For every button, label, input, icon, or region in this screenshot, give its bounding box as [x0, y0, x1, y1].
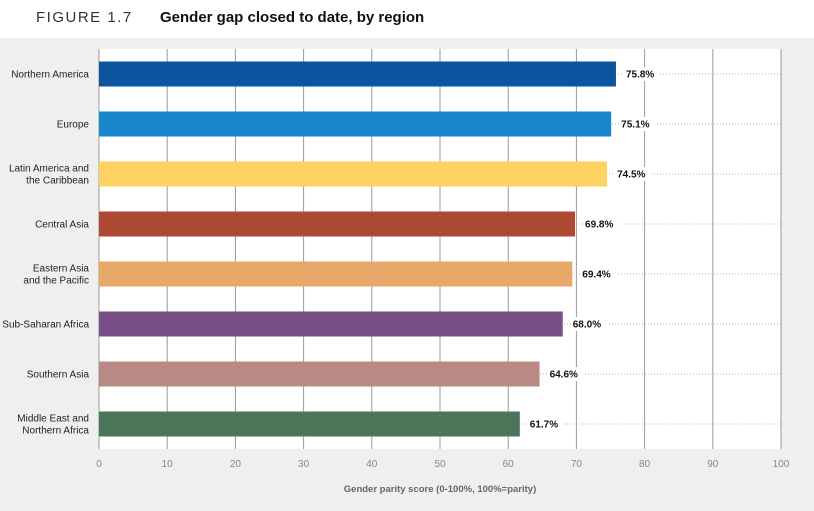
x-tick-label-7: 70 [571, 459, 583, 470]
bar-7 [99, 411, 520, 437]
value-label-bg-1 [619, 117, 656, 131]
x-tick-label-8: 80 [639, 459, 651, 470]
bar-3 [99, 211, 576, 237]
category-label-1: Europe [57, 120, 90, 131]
value-label-bg-6 [547, 367, 584, 381]
x-tick-label-2: 20 [230, 459, 242, 470]
value-label-2: 74.5% [617, 170, 645, 181]
bar-4 [99, 261, 573, 287]
figure-title: Gender gap closed to date, by region [160, 9, 425, 26]
category-label-5: Sub-Saharan Africa [2, 320, 89, 331]
value-label-bg-5 [570, 317, 607, 331]
value-label-bg-0 [623, 67, 660, 81]
figure-header: FIGURE 1.7 Gender gap closed to date, by… [0, 0, 814, 38]
bar-0 [99, 61, 616, 87]
x-tick-label-3: 30 [298, 459, 310, 470]
value-label-bg-4 [580, 267, 617, 281]
category-label-6: Southern Asia [27, 370, 90, 381]
value-label-bg-3 [583, 217, 620, 231]
bar-5 [99, 311, 563, 337]
category-label-2: Latin America and the Caribbean [9, 164, 89, 187]
category-label-0: Northern America [11, 70, 89, 81]
value-label-bg-7 [527, 417, 564, 431]
x-tick-label-4: 40 [366, 459, 378, 470]
value-label-0: 75.8% [626, 70, 654, 81]
x-tick-label-9: 90 [707, 459, 719, 470]
value-label-1: 75.1% [621, 120, 649, 131]
category-label-3: Central Asia [35, 220, 89, 231]
category-label-4: Eastern Asia and the Pacific [23, 264, 89, 287]
value-label-6: 64.6% [550, 370, 578, 381]
x-axis-label: Gender parity score (0-100%, 100%=parity… [344, 484, 536, 495]
bar-2 [99, 161, 608, 187]
x-tick-label-1: 10 [162, 459, 174, 470]
bar-6 [99, 361, 540, 387]
x-tick-label-10: 100 [773, 459, 790, 470]
value-label-3: 69.8% [585, 220, 613, 231]
x-tick-label-0: 0 [96, 459, 102, 470]
bar-chart: Northern America 75.8% Europe 75.1% Latin Am… [2, 49, 790, 495]
value-label-4: 69.4% [582, 270, 610, 281]
x-tick-label-5: 50 [434, 459, 446, 470]
category-label-7: Middle East and Northern Africa [17, 414, 89, 437]
value-label-bg-2 [615, 167, 652, 181]
figure-label: FIGURE 1.7 [36, 9, 133, 26]
value-label-5: 68.0% [573, 320, 601, 331]
bar-1 [99, 111, 612, 137]
value-label-7: 61.7% [530, 420, 558, 431]
x-tick-label-6: 60 [503, 459, 515, 470]
